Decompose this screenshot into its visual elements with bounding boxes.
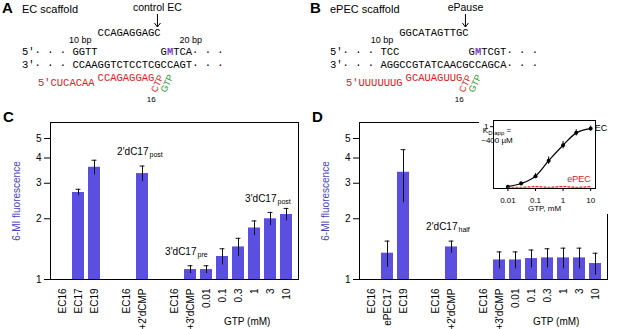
svg-text:EC16: EC16 bbox=[366, 288, 377, 313]
svg-text:3'dC17: 3'dC17 bbox=[165, 246, 197, 257]
svg-text:ePause: ePause bbox=[448, 1, 484, 13]
svg-text:3'· · · AGGCCGTATCAACGCCAGCA·: 3'· · · AGGCCGTATCAACGCCAGCA· · · bbox=[330, 59, 538, 71]
svg-text:10 bp: 10 bp bbox=[371, 35, 394, 45]
svg-text:10 bp: 10 bp bbox=[69, 35, 92, 45]
svg-text:6-MI fluorescence: 6-MI fluorescence bbox=[11, 161, 22, 241]
svg-text:6-MI fluorescence: 6-MI fluorescence bbox=[320, 161, 331, 241]
svg-text:4: 4 bbox=[345, 152, 351, 163]
svg-text:EC: EC bbox=[595, 123, 608, 133]
html-text:A: A bbox=[2, 0, 13, 16]
html-text:B: B bbox=[310, 0, 321, 16]
svg-text:5: 5 bbox=[345, 133, 351, 144]
svg-text:2'dC17: 2'dC17 bbox=[117, 146, 149, 157]
svg-text:3: 3 bbox=[265, 288, 276, 294]
svg-text:post: post bbox=[278, 198, 291, 206]
svg-text:pre: pre bbox=[198, 251, 208, 259]
svg-text:3: 3 bbox=[574, 288, 585, 294]
svg-text:GTP (mM): GTP (mM) bbox=[224, 316, 270, 327]
svg-text:2: 2 bbox=[36, 213, 42, 224]
svg-text:10: 10 bbox=[590, 288, 601, 300]
svg-text:GMTCGT· · ·: GMTCGT· · · bbox=[469, 46, 538, 58]
svg-text:20 bp: 20 bp bbox=[180, 35, 203, 45]
svg-text:EC16: EC16 bbox=[478, 288, 489, 313]
svg-text:1: 1 bbox=[345, 274, 351, 285]
svg-text:16: 16 bbox=[455, 95, 464, 104]
svg-text:CTP: CTP bbox=[149, 73, 166, 94]
svg-text:EC16: EC16 bbox=[121, 288, 132, 313]
svg-text:GTP: GTP bbox=[158, 73, 175, 94]
svg-text:3'dC17: 3'dC17 bbox=[245, 193, 277, 204]
svg-text:~400 µM: ~400 µM bbox=[481, 136, 513, 145]
svg-text:5'UUUUUUG: 5'UUUUUUG bbox=[346, 77, 403, 89]
svg-text:0.01: 0.01 bbox=[510, 288, 521, 308]
svg-text:ePEC scaffold: ePEC scaffold bbox=[330, 3, 400, 15]
svg-text:3'· · · CCAAGGTCTCCTCGCCAGT· ·: 3'· · · CCAAGGTCTCCTCGCCAGT· · · bbox=[22, 59, 224, 71]
svg-text:EC16: EC16 bbox=[430, 288, 441, 313]
svg-text:CCAGAGGAG: CCAGAGGAG bbox=[98, 72, 155, 84]
svg-text:2'dC17: 2'dC17 bbox=[426, 221, 458, 232]
svg-text:0.01: 0.01 bbox=[500, 196, 516, 205]
svg-text:5'· · · TCC: 5'· · · TCC bbox=[330, 46, 399, 58]
svg-text:ePEC: ePEC bbox=[567, 174, 591, 184]
svg-text:0.01: 0.01 bbox=[201, 288, 212, 308]
svg-text:5'· · · GGTT: 5'· · · GGTT bbox=[22, 46, 98, 58]
svg-text:EC19: EC19 bbox=[398, 288, 409, 313]
svg-text:half: half bbox=[459, 226, 470, 233]
html-text:C: C bbox=[3, 108, 14, 125]
svg-text:+3'dCMP: +3'dCMP bbox=[185, 288, 196, 329]
svg-text:GTP (mM): GTP (mM) bbox=[533, 316, 579, 327]
svg-text:4: 4 bbox=[36, 152, 42, 163]
svg-text:3: 3 bbox=[345, 177, 351, 188]
svg-text:EC16: EC16 bbox=[169, 288, 180, 313]
svg-text:1: 1 bbox=[249, 288, 260, 294]
svg-text:EC scaffold: EC scaffold bbox=[22, 3, 78, 15]
svg-text:2: 2 bbox=[345, 213, 351, 224]
svg-text:5: 5 bbox=[36, 133, 42, 144]
svg-text:GTP: GTP bbox=[466, 73, 483, 94]
svg-text:10: 10 bbox=[586, 196, 595, 205]
svg-text:GGCATAGTTGC: GGCATAGTTGC bbox=[399, 27, 468, 39]
svg-text:EC17: EC17 bbox=[73, 288, 84, 313]
svg-text:0.3: 0.3 bbox=[233, 288, 244, 302]
svg-text:0.3: 0.3 bbox=[542, 288, 553, 302]
svg-text:CTP: CTP bbox=[457, 73, 474, 94]
svg-text:+2'dCMP: +2'dCMP bbox=[137, 288, 148, 329]
svg-text:1: 1 bbox=[36, 274, 42, 285]
svg-text:0.1: 0.1 bbox=[529, 196, 542, 206]
svg-text:KD,app =: KD,app = bbox=[483, 126, 512, 136]
svg-text:GTP, mM: GTP, mM bbox=[528, 204, 562, 213]
svg-text:GCAUAGUUG: GCAUAGUUG bbox=[406, 72, 463, 84]
svg-text:ePEC17: ePEC17 bbox=[382, 288, 393, 326]
svg-text:+2'dCMP: +2'dCMP bbox=[446, 288, 457, 329]
svg-text:3: 3 bbox=[36, 177, 42, 188]
svg-text:EC19: EC19 bbox=[89, 288, 100, 313]
svg-text:0.1: 0.1 bbox=[217, 288, 228, 302]
svg-text:EC16: EC16 bbox=[57, 288, 68, 313]
svg-text:CCAGAGGAGC: CCAGAGGAGC bbox=[98, 27, 161, 39]
svg-text:GMTCA· · ·: GMTCA· · · bbox=[161, 46, 224, 58]
svg-text:5'CUCACAA: 5'CUCACAA bbox=[38, 77, 95, 89]
svg-text:0.1: 0.1 bbox=[526, 288, 537, 302]
svg-text:post: post bbox=[150, 151, 163, 159]
svg-text:1: 1 bbox=[558, 288, 569, 294]
svg-text:16: 16 bbox=[147, 95, 156, 104]
svg-text:+3'dCMP: +3'dCMP bbox=[494, 288, 505, 329]
svg-text:10: 10 bbox=[281, 288, 292, 300]
html-text:D: D bbox=[312, 108, 323, 125]
svg-text:control EC: control EC bbox=[133, 1, 182, 13]
svg-text:1: 1 bbox=[561, 196, 566, 205]
